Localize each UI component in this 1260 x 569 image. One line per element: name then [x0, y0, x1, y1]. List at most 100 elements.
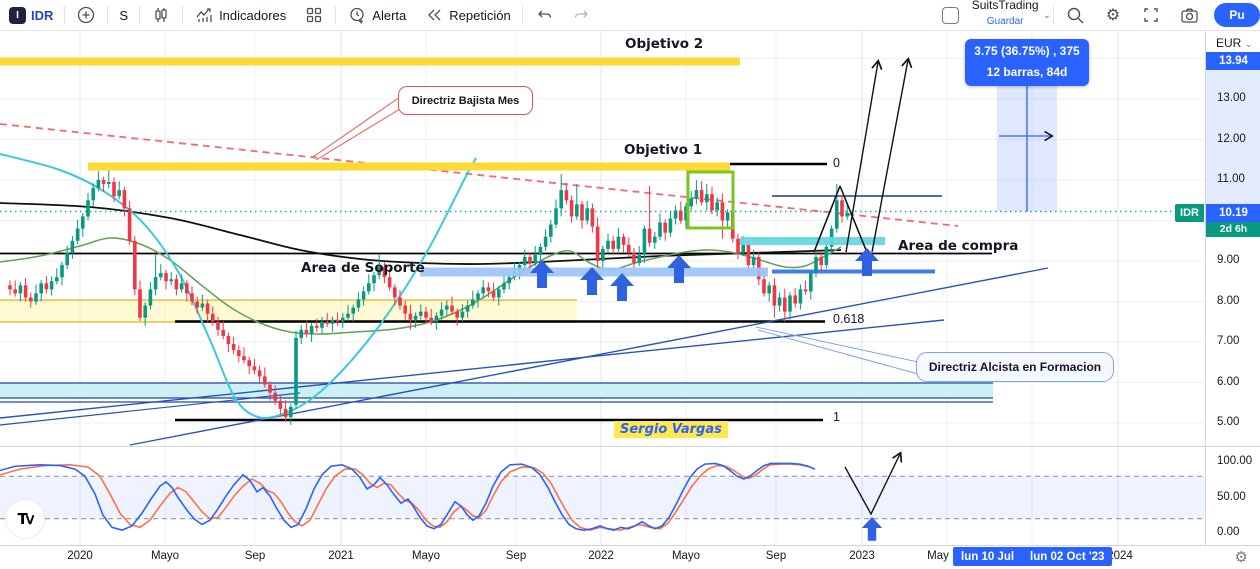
divider: [521, 6, 523, 24]
candle-body: [439, 309, 444, 316]
symbol-price-badge: IDR: [1175, 203, 1204, 222]
time-axis-separator: [0, 545, 1260, 546]
indicators-label: Indicadores: [219, 7, 287, 23]
candle-body: [70, 240, 75, 253]
axis-currency[interactable]: EUR ⌄: [1216, 36, 1253, 50]
trend-alcista-2: [0, 319, 945, 419]
time-tick: 2023: [849, 550, 875, 562]
candle-body: [294, 337, 298, 405]
callout-directriz-alcista[interactable]: Directriz Alcista en Formacion: [916, 352, 1114, 382]
symbol-button[interactable]: I IDR: [0, 0, 62, 30]
candle-body: [39, 283, 43, 294]
snapshot-button[interactable]: [1170, 0, 1208, 30]
axis-settings-gear-icon[interactable]: ⚙: [1234, 549, 1248, 566]
candle-body: [606, 240, 610, 249]
fib-level-0618[interactable]: 0.618: [833, 312, 865, 326]
indicators-button[interactable]: Indicadores: [185, 0, 295, 30]
candle-body: [741, 244, 745, 253]
candle-body: [226, 335, 231, 345]
price-tick: 11.00: [1217, 173, 1245, 185]
candle-body: [585, 208, 589, 221]
candle-body: [75, 228, 80, 241]
current-price-chip: 10.19: [1206, 203, 1260, 222]
candle-body: [694, 190, 699, 199]
candle-body: [335, 319, 340, 322]
save-layout-checkbox[interactable]: [933, 0, 968, 30]
undo-button[interactable]: [525, 0, 563, 30]
candle-body: [746, 244, 751, 266]
fullscreen-button[interactable]: [1132, 0, 1170, 30]
publish-button[interactable]: Pu: [1214, 3, 1260, 27]
candle-body: [559, 190, 563, 209]
area-soporte-label[interactable]: Area de Soporte: [301, 260, 425, 276]
candle-body: [237, 350, 241, 357]
objetivo1-label[interactable]: Objetivo 1: [624, 142, 703, 158]
candle-body: [611, 240, 615, 249]
time-tick: 2024: [1107, 550, 1133, 562]
compare-add-button[interactable]: [67, 0, 105, 30]
pane-separator[interactable]: [0, 446, 1260, 447]
time-axis[interactable]: lun 10 Jul lun 02 Oct '23 ⚙ 2020 Mayo Sep 2…: [0, 546, 1260, 569]
candle-body: [465, 305, 470, 312]
candle-body: [637, 254, 641, 264]
account-menu[interactable]: SuitsTrading Guardar: [968, 0, 1043, 30]
candle-body: [798, 289, 803, 304]
candle-body: [528, 256, 532, 264]
candle-body: [575, 204, 579, 217]
candle-body: [299, 329, 303, 338]
fib-level-1[interactable]: 1: [833, 410, 840, 424]
candle-body: [252, 366, 257, 371]
candle-body: [372, 275, 376, 284]
candle-body: [840, 200, 844, 217]
candle-body: [325, 321, 329, 324]
candle-body: [278, 400, 283, 409]
candle-body: [289, 406, 293, 417]
area-compra-label[interactable]: Area de compra: [898, 238, 1019, 254]
replay-button[interactable]: Repetición: [415, 0, 519, 30]
candle-body: [148, 289, 153, 306]
candle-body: [257, 370, 262, 377]
redo-button[interactable]: [563, 0, 601, 30]
price-axis[interactable]: EUR ⌄ 13.94 10.19 2d 6h 13.00 12.00 11.00 9…: [1205, 30, 1260, 545]
candle-body: [642, 228, 647, 255]
candle-body: [159, 273, 163, 278]
author-signature[interactable]: Sergio Vargas: [614, 421, 728, 438]
candle-body: [346, 313, 350, 318]
measure-top-price-chip: 13.94: [1206, 51, 1260, 70]
measure-tooltip[interactable]: 3.75 (36.75%) , 375 12 barras, 84d: [965, 39, 1089, 86]
settings-button[interactable]: ⚙: [1094, 0, 1132, 30]
candle-body: [788, 295, 792, 312]
timeframe-button[interactable]: S: [110, 0, 137, 30]
layout-grid-button[interactable]: [295, 0, 333, 30]
search-icon: [1065, 5, 1085, 25]
candle-body: [460, 311, 465, 318]
search-button[interactable]: [1056, 0, 1094, 30]
chevron-down-icon[interactable]: ⌄: [1042, 9, 1051, 21]
objetivo2-label[interactable]: Objetivo 2: [625, 36, 704, 52]
time-tick: May: [927, 550, 949, 562]
undo-icon: [534, 5, 554, 25]
candle-body: [96, 180, 101, 189]
fib-level-0[interactable]: 0: [833, 156, 840, 170]
candle-body: [143, 305, 147, 318]
candle-body: [55, 277, 59, 282]
candle-body: [200, 303, 205, 308]
candle-body: [91, 188, 95, 201]
chart-style-button[interactable]: [142, 0, 180, 30]
candle-body: [569, 200, 574, 217]
breakout-green-box: [686, 170, 735, 230]
callout-directriz-bajista[interactable]: Directriz Bajista Mes: [398, 86, 533, 115]
candle-body: [23, 285, 28, 298]
candle-body: [497, 289, 501, 298]
candle-body: [138, 289, 142, 318]
candle-body: [341, 317, 345, 322]
candle-body: [715, 202, 719, 211]
tradingview-logo[interactable]: T𝗏: [6, 500, 44, 538]
indicators-icon: [194, 5, 214, 25]
alert-button[interactable]: Alerta: [338, 0, 415, 30]
price-tick: 9.00: [1217, 254, 1240, 266]
candle-body: [216, 321, 220, 330]
candle-body: [174, 279, 179, 290]
stoch-buy-arrow: [861, 517, 883, 541]
candle-body: [242, 356, 246, 361]
